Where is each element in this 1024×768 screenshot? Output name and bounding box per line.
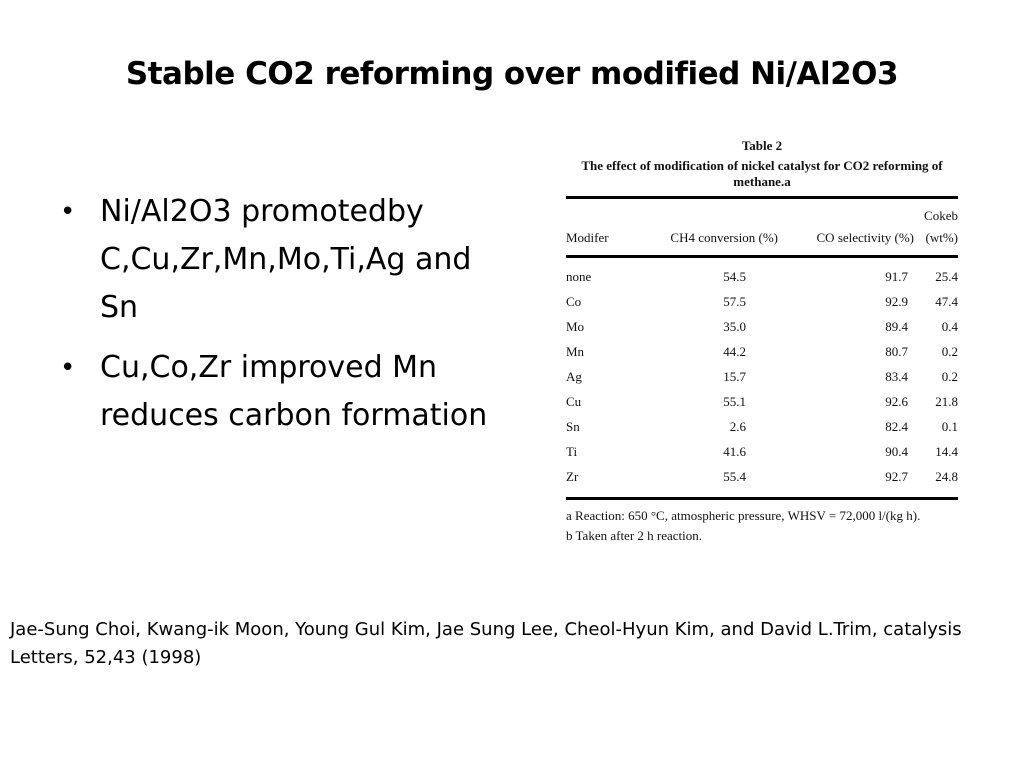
table-caption: Table 2 The effect of modification of ni…	[566, 138, 958, 190]
bullet-list: • Ni/Al2O3 promotedby C,Cu,Zr,Mn,Mo,Ti,A…	[60, 188, 490, 452]
table-cell: 89.4	[885, 319, 908, 334]
table-cell: Ag	[566, 369, 582, 384]
table-cell: 15.7	[723, 369, 746, 384]
column-header: Cokeb (wt%)	[924, 208, 958, 245]
table-number: Table 2	[741, 138, 783, 153]
table-cell: 90.4	[885, 444, 908, 459]
table-footnote: b Taken after 2 h reaction.	[566, 528, 703, 543]
column-header: Modifer	[566, 230, 609, 245]
table-cell: none	[566, 269, 592, 284]
table-cell: 47.4	[935, 294, 958, 309]
table-cell: 25.4	[935, 269, 958, 284]
table-cell: 83.4	[885, 369, 908, 384]
table-cell: 82.4	[885, 419, 908, 434]
table-cell: Mn	[566, 344, 585, 359]
table-footnotes: a Reaction: 650 °C, atmospheric pressure…	[566, 506, 958, 546]
table-cell: 21.8	[935, 394, 958, 409]
slide-title: Stable CO2 reforming over modified Ni/Al…	[125, 56, 899, 92]
table-figure: Table 2 The effect of modification of ni…	[566, 138, 958, 578]
table-header-row: Modifer CH4 conversion (%) CO selectivit…	[566, 199, 958, 255]
table-cell: 2.6	[729, 419, 746, 434]
table-row: Zr 55.4 92.7 24.8	[566, 464, 958, 497]
table-row: Co 57.5 92.9 47.4	[566, 289, 958, 314]
column-header: CO selectivity (%)	[816, 230, 914, 245]
bullet-dot-icon: •	[60, 197, 76, 227]
table-cell: 0.1	[941, 419, 958, 434]
table-cell: Co	[566, 294, 582, 309]
bullet-text: Cu,Co,Zr improved Mn reduces carbon form…	[100, 350, 488, 433]
table-cell: Ti	[566, 444, 578, 459]
table-cell: 55.1	[723, 394, 746, 409]
table-bottom-rule	[566, 497, 958, 500]
table-row: none 54.5 91.7 25.4	[566, 258, 958, 289]
table-cell: Sn	[566, 419, 580, 434]
table-cell: 41.6	[723, 444, 746, 459]
column-header: CH4 conversion (%)	[670, 230, 778, 245]
table-caption-text: The effect of modification of nickel cat…	[581, 158, 943, 189]
table-cell: 92.9	[885, 294, 908, 309]
bullet-item: • Ni/Al2O3 promotedby C,Cu,Zr,Mn,Mo,Ti,A…	[60, 188, 490, 332]
table-cell: 35.0	[723, 319, 746, 334]
table-cell: 24.8	[935, 469, 958, 484]
table-top-rule	[566, 196, 958, 199]
table-cell: 0.4	[941, 319, 958, 334]
bullet-dot-icon: •	[60, 353, 76, 383]
table-cell: 44.2	[723, 344, 746, 359]
table-cell: 57.5	[723, 294, 746, 309]
table-body: none 54.5 91.7 25.4 Co 57.5 92.9 47.4 Mo 35.0 89.4…	[566, 258, 958, 497]
table-row: Cu 55.1 92.6 21.8	[566, 389, 958, 414]
table-cell: Mo	[566, 319, 585, 334]
table-footnote: a Reaction: 650 °C, atmospheric pressure…	[566, 508, 921, 523]
table-cell: 14.4	[935, 444, 958, 459]
table-row: Sn 2.6 82.4 0.1	[566, 414, 958, 439]
table-cell: 92.7	[885, 469, 908, 484]
table-row: Mo 35.0 89.4 0.4	[566, 314, 958, 339]
table-cell: 91.7	[885, 269, 908, 284]
table-row: Ag 15.7 83.4 0.2	[566, 364, 958, 389]
table-header-rule	[566, 255, 958, 258]
citation: Jae-Sung Choi, Kwang-ik Moon, Young Gul …	[10, 619, 962, 668]
table-cell: 80.7	[885, 344, 908, 359]
data-table: Modifer CH4 conversion (%) CO selectivit…	[566, 199, 958, 497]
table-cell: Zr	[566, 469, 579, 484]
table-cell: 55.4	[723, 469, 746, 484]
table-cell: 0.2	[941, 369, 958, 384]
table-cell: 92.6	[885, 394, 908, 409]
table-cell: Cu	[566, 394, 582, 409]
table-row: Ti 41.6 90.4 14.4	[566, 439, 958, 464]
bullet-text: Ni/Al2O3 promotedby C,Cu,Zr,Mn,Mo,Ti,Ag …	[100, 194, 472, 325]
table-cell: 54.5	[723, 269, 746, 284]
bullet-item: • Cu,Co,Zr improved Mn reduces carbon fo…	[60, 344, 490, 440]
table-cell: 0.2	[941, 344, 958, 359]
table-row: Mn 44.2 80.7 0.2	[566, 339, 958, 364]
